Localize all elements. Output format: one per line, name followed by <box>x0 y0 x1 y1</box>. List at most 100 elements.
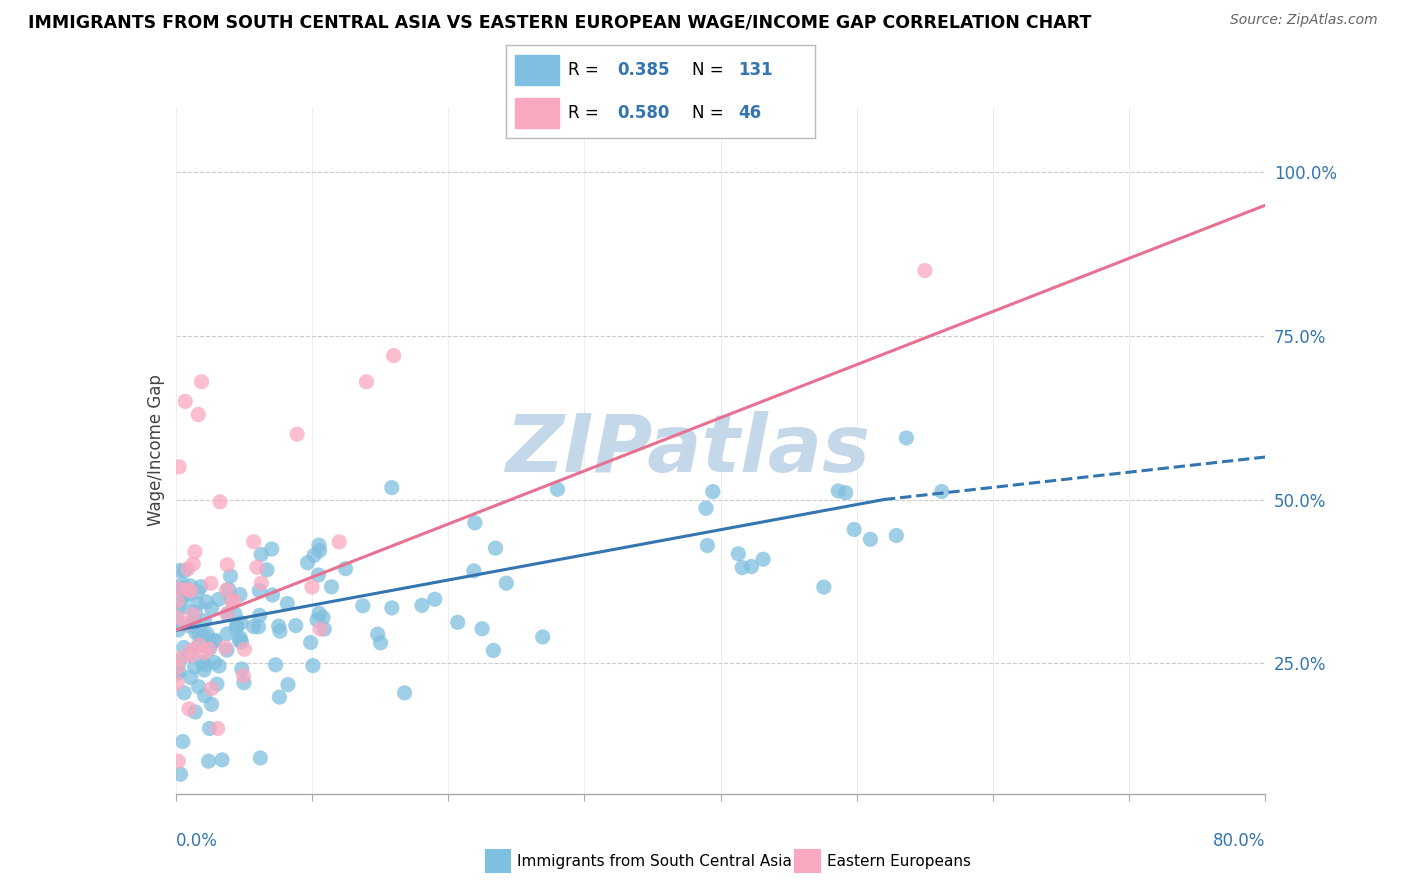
Point <box>187 640 209 654</box>
Point <box>352 599 374 613</box>
Point <box>219 569 242 583</box>
Point <box>217 607 239 621</box>
Point <box>200 601 222 615</box>
Text: 131: 131 <box>738 61 773 78</box>
Point <box>208 592 231 607</box>
FancyBboxPatch shape <box>516 98 558 128</box>
Y-axis label: Wage/Income Gap: Wage/Income Gap <box>146 375 165 526</box>
Point <box>381 481 404 495</box>
Text: 0.0%: 0.0% <box>176 831 218 850</box>
Point <box>301 580 323 594</box>
Point <box>308 543 330 558</box>
Point <box>197 754 219 768</box>
Point <box>464 516 486 530</box>
Point <box>166 582 188 596</box>
Point <box>267 619 290 633</box>
Point <box>250 548 273 562</box>
Point <box>381 601 404 615</box>
Point <box>276 597 298 611</box>
Point <box>484 541 506 556</box>
Point <box>194 689 217 703</box>
Point <box>172 734 194 748</box>
Point <box>200 576 222 591</box>
Point <box>247 583 270 598</box>
Point <box>250 575 273 590</box>
Point <box>186 585 208 599</box>
Point <box>411 599 433 613</box>
Point <box>166 614 188 628</box>
Point <box>884 528 907 542</box>
Point <box>215 627 238 641</box>
Text: 0.580: 0.580 <box>617 104 669 122</box>
Point <box>256 563 278 577</box>
Text: N =: N = <box>692 61 723 78</box>
Point <box>827 483 849 498</box>
Point <box>834 485 856 500</box>
Point <box>914 263 936 277</box>
Point <box>215 643 238 657</box>
Point <box>190 375 212 389</box>
Point <box>166 666 188 681</box>
Point <box>195 627 218 641</box>
Point <box>752 552 775 566</box>
Point <box>167 754 190 768</box>
Text: Immigrants from South Central Asia: Immigrants from South Central Asia <box>517 855 793 869</box>
Point <box>423 592 446 607</box>
Point <box>193 663 215 677</box>
Point <box>176 582 198 597</box>
Point <box>181 557 204 571</box>
Point <box>214 640 236 655</box>
Point <box>184 605 207 619</box>
Point <box>218 582 240 597</box>
Point <box>546 483 568 497</box>
Point <box>314 622 336 636</box>
Point <box>740 559 762 574</box>
Point <box>177 562 200 576</box>
Point <box>308 606 330 620</box>
Point <box>249 751 271 765</box>
Point <box>173 640 195 655</box>
Point <box>169 655 191 669</box>
Point <box>328 534 350 549</box>
Point <box>194 614 217 628</box>
Point <box>229 588 252 602</box>
Point <box>269 624 291 639</box>
Point <box>463 564 485 578</box>
Point <box>172 581 194 595</box>
Point <box>233 642 256 657</box>
Point <box>246 560 269 574</box>
Point <box>188 628 211 642</box>
Point <box>173 564 195 578</box>
Point <box>169 651 191 665</box>
Point <box>183 613 205 627</box>
Point <box>269 690 291 705</box>
Point <box>187 680 209 694</box>
Point <box>207 722 229 736</box>
Point <box>173 686 195 700</box>
Point <box>225 621 247 635</box>
Text: N =: N = <box>692 104 723 122</box>
Point <box>309 622 332 636</box>
Point <box>179 579 201 593</box>
Point <box>187 597 209 611</box>
Point <box>169 564 191 578</box>
Point <box>174 616 197 631</box>
Point <box>231 662 253 676</box>
Point <box>260 541 283 556</box>
Point <box>221 595 243 609</box>
Point <box>193 629 215 643</box>
Point <box>335 561 357 575</box>
Point <box>180 671 202 685</box>
Point <box>184 705 207 719</box>
Text: IMMIGRANTS FROM SOUTH CENTRAL ASIA VS EASTERN EUROPEAN WAGE/INCOME GAP CORRELATI: IMMIGRANTS FROM SOUTH CENTRAL ASIA VS EA… <box>28 13 1091 31</box>
Text: Eastern Europeans: Eastern Europeans <box>827 855 970 869</box>
Point <box>167 623 190 637</box>
Point <box>200 681 222 696</box>
Point <box>167 599 190 613</box>
Point <box>262 588 284 602</box>
Point <box>167 459 190 474</box>
Point <box>190 580 212 594</box>
Point <box>229 632 252 646</box>
Point <box>217 607 239 621</box>
Point <box>727 547 749 561</box>
